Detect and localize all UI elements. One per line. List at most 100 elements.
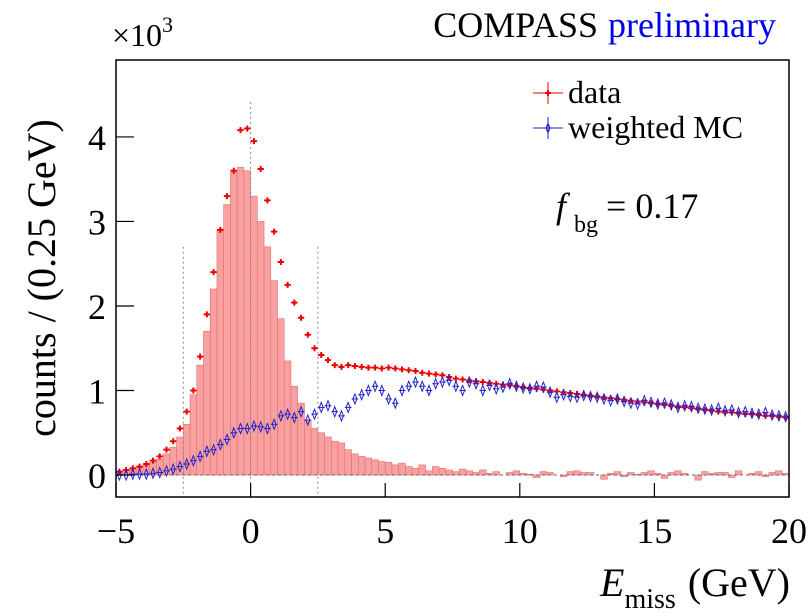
data-point: [371, 379, 379, 393]
data-point: [169, 462, 177, 476]
hist-bar: [492, 471, 500, 476]
data-point: [486, 379, 493, 392]
hist-bar: [324, 436, 332, 476]
y-tick-label: 4: [88, 118, 106, 158]
data-point: [264, 422, 271, 435]
marker: [298, 405, 304, 418]
hist-bar: [721, 472, 729, 476]
data-point: [519, 381, 527, 395]
marker: [574, 390, 580, 404]
marker: [479, 379, 486, 386]
chart-title: COMPASS preliminary: [433, 5, 776, 45]
hist-bar: [196, 364, 204, 476]
hist-bar: [391, 464, 399, 476]
marker: [534, 379, 540, 393]
hist-bar: [183, 424, 191, 476]
marker: [668, 398, 674, 412]
marker: [237, 422, 244, 435]
data-point: [290, 411, 298, 424]
marker: [338, 363, 345, 370]
marker: [217, 226, 224, 233]
data-point: [465, 375, 473, 389]
marker: [545, 90, 551, 96]
marker: [244, 125, 251, 132]
hist-bar: [263, 246, 272, 476]
hist-bar: [304, 419, 312, 476]
data-point: [365, 384, 372, 397]
marker: [473, 377, 479, 391]
marker: [507, 377, 513, 391]
marker: [264, 197, 271, 204]
marker: [264, 422, 270, 435]
data-point: [600, 392, 608, 406]
hist-bar: [660, 474, 669, 479]
marker: [735, 406, 742, 419]
data-point: [203, 311, 211, 318]
marker: [365, 384, 371, 397]
marker: [486, 379, 493, 392]
marker: [190, 387, 197, 394]
data-point: [344, 401, 352, 414]
hist-bar: [445, 469, 453, 476]
data-point: [445, 374, 453, 387]
marker: [715, 401, 721, 415]
data-point: [351, 362, 359, 369]
data-point: [432, 377, 440, 391]
hist-bar: [479, 469, 487, 476]
data-point: [358, 363, 366, 370]
data-point: [304, 331, 312, 338]
data-point: [775, 413, 783, 420]
data-point: [304, 413, 312, 427]
hist-bar: [512, 470, 521, 476]
data-point: [250, 138, 258, 145]
data-point: [587, 390, 594, 403]
marker: [137, 467, 143, 481]
marker: [460, 384, 466, 397]
data-point: [149, 457, 157, 464]
data-point: [614, 392, 621, 406]
data-point: [190, 387, 197, 394]
data-point: [539, 380, 547, 394]
marker: [567, 390, 573, 403]
data-point: [667, 398, 675, 412]
data-point: [708, 403, 715, 417]
marker: [628, 396, 634, 410]
marker: [742, 405, 748, 418]
hist-bar: [257, 221, 265, 476]
marker: [688, 400, 694, 413]
data-point: [580, 389, 588, 402]
marker: [581, 389, 587, 402]
marker: [500, 380, 506, 394]
data-point: [741, 405, 749, 418]
x-tick-label: 10: [502, 511, 538, 551]
data-point: [553, 390, 561, 404]
marker: [527, 382, 533, 396]
marker: [170, 462, 176, 476]
data-point: [688, 400, 695, 413]
marker: [561, 388, 567, 402]
marker: [305, 413, 311, 427]
data-point: [284, 281, 291, 288]
data-point: [338, 363, 345, 370]
marker: [358, 363, 365, 370]
data-point: [694, 406, 702, 413]
data-point: [425, 384, 433, 397]
data-point: [264, 197, 271, 204]
annotation-value: = 0.17: [606, 186, 698, 226]
marker: [318, 351, 325, 358]
data-point: [701, 406, 709, 413]
title-main: COMPASS: [433, 5, 598, 45]
marker: [399, 384, 405, 397]
data-point: [654, 397, 662, 411]
hist-bar: [755, 471, 763, 476]
marker: [271, 228, 278, 235]
hist-bar: [310, 428, 319, 476]
plot-frame: [115, 59, 790, 498]
data-point: [405, 367, 413, 374]
data-point: [324, 357, 332, 364]
data-point: [492, 382, 500, 396]
data-point: [142, 467, 150, 481]
data-point: [163, 446, 170, 453]
data-point: [331, 405, 339, 418]
